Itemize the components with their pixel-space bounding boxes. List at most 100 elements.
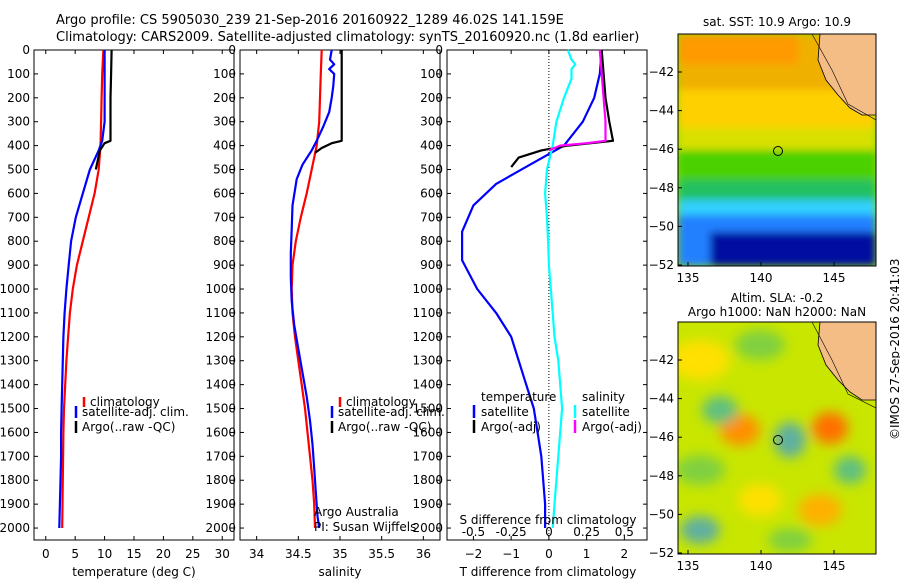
depth-tick-label: 1700 <box>205 449 236 463</box>
legend-label-climatology: climatology <box>346 395 416 409</box>
depth-tick-label: 300 <box>213 115 236 129</box>
depth-tick-label: 900 <box>7 258 30 272</box>
depth-tick-label: 600 <box>420 186 443 200</box>
sla-map-panel: Altim. SLA: -0.2 Argo h1000: NaN h2000: … <box>649 291 877 573</box>
depth-tick-label: 400 <box>420 139 443 153</box>
x-tick-label: −2 <box>465 547 483 561</box>
x-tick-label: 0 <box>42 547 50 561</box>
depth-tick-label: 100 <box>7 67 30 81</box>
depth-tick-label: 1900 <box>0 497 30 511</box>
legend-title-temperature: temperature <box>481 390 556 404</box>
lat-tick-label: −52 <box>649 258 674 272</box>
profile-line-satellite-adj-clim- <box>289 49 336 529</box>
depth-tick-label: 1100 <box>0 306 30 320</box>
depth-tick-label: 1300 <box>412 354 443 368</box>
profile-line-satellite <box>461 49 603 528</box>
sla-map-lat-ticks: −42 −44 −46 −48 −50 −52 <box>649 353 682 560</box>
sst-map-title: sat. SST: 10.9 Argo: 10.9 <box>703 15 851 29</box>
lat-tick-label: −48 <box>649 181 674 195</box>
depth-tick-label: 0 <box>22 43 30 57</box>
lat-tick-label: −48 <box>649 469 674 483</box>
salinity-panel: 0100200300400500600700800900100011001200… <box>205 43 444 579</box>
x-tick-label: 10 <box>97 547 112 561</box>
depth-tick-label: 1400 <box>412 378 443 392</box>
profile-line-climatology <box>61 49 105 529</box>
depth-tick-label: 700 <box>420 210 443 224</box>
depth-tick-label: 1900 <box>205 497 236 511</box>
depth-tick-label: 600 <box>213 186 236 200</box>
x-tick-label: 5 <box>71 547 79 561</box>
x-tick-label: 35.5 <box>368 547 395 561</box>
sst-map-frame <box>677 33 877 267</box>
legend-label-satellite: satellite-adj. clim. <box>338 405 445 419</box>
x-tick-label: 36 <box>416 547 431 561</box>
depth-tick-label: 700 <box>7 210 30 224</box>
difference-x-ticks: −2 −1 0 1 2 <box>465 50 628 561</box>
lon-tick-label: 145 <box>823 559 846 573</box>
temperature-axes-box <box>33 49 235 541</box>
temperature-x-label: temperature (deg C) <box>72 565 195 579</box>
depth-tick-label: 1500 <box>0 402 30 416</box>
argo-float-marker <box>773 435 783 445</box>
depth-tick-label: 1300 <box>0 354 30 368</box>
lon-tick-label: 135 <box>677 271 700 285</box>
x-tick-label: 20 <box>156 547 171 561</box>
sla-map-title-line1: Altim. SLA: -0.2 <box>731 291 824 305</box>
depth-tick-label: 2000 <box>412 521 443 535</box>
profile-line-satellite-adj-clim- <box>58 50 106 529</box>
depth-tick-label: 1400 <box>0 378 30 392</box>
depth-tick-label: 1500 <box>205 402 236 416</box>
profile-line-argo-raw-qc- <box>314 50 343 154</box>
x-tick-label: 30 <box>215 547 230 561</box>
depth-tick-label: 300 <box>7 115 30 129</box>
depth-tick-label: 400 <box>213 139 236 153</box>
depth-tick-label: 1400 <box>205 378 236 392</box>
depth-tick-label: 500 <box>213 163 236 177</box>
difference-profiles <box>461 49 615 529</box>
t-difference-label: T difference from climatology <box>459 565 637 579</box>
depth-tick-label: 1200 <box>205 330 236 344</box>
difference-s-ticks: -0.5 -0.25 0 0.25 0.5 <box>462 525 634 539</box>
depth-tick-label: 1000 <box>0 282 30 296</box>
difference-panel: 0100200300400500600700800900100011001200… <box>412 43 648 579</box>
lat-tick-label: −42 <box>649 353 674 367</box>
legend-label-s-satellite: satellite <box>582 405 630 419</box>
sst-map-panel: sat. SST: 10.9 Argo: 10.9 −42 −44 −46 −48 −5… <box>649 15 877 285</box>
lat-tick-label: −52 <box>649 546 674 560</box>
lon-tick-label: 135 <box>677 559 700 573</box>
depth-tick-label: 900 <box>213 258 236 272</box>
x-tick-label: −1 <box>502 547 520 561</box>
legend-label-argo: Argo(..raw -QC) <box>338 420 431 434</box>
difference-axes-box <box>446 49 648 541</box>
x-tick-label: 0 <box>545 547 553 561</box>
depth-tick-label: 800 <box>420 234 443 248</box>
lat-tick-label: −44 <box>649 392 674 406</box>
depth-tick-label: 1600 <box>412 425 443 439</box>
depth-tick-label: 1700 <box>412 449 443 463</box>
legend-label-satellite: satellite-adj. clim. <box>82 405 189 419</box>
depth-tick-label: 200 <box>7 91 30 105</box>
s-tick-label: -0.5 <box>462 525 485 539</box>
difference-legend: temperature satellite Argo(-adj) salinit… <box>472 390 642 434</box>
temperature-depth-ticks: 0100200300400500600700800900100011001200… <box>0 43 234 535</box>
depth-tick-label: 0 <box>435 43 443 57</box>
legend-label-argo: Argo(..raw -QC) <box>82 420 175 434</box>
s-tick-label: 0.5 <box>615 525 634 539</box>
lat-tick-label: −50 <box>649 507 674 521</box>
s-difference-label: S difference from climatology <box>460 513 637 527</box>
depth-tick-label: 1300 <box>205 354 236 368</box>
depth-tick-label: 1600 <box>205 425 236 439</box>
depth-tick-label: 1200 <box>412 330 443 344</box>
depth-tick-label: 300 <box>420 115 443 129</box>
temperature-profiles <box>58 49 113 529</box>
sla-map-image <box>678 322 876 554</box>
copyright-stamp: ©IMOS 27-Sep-2016 20:41:03 <box>888 258 900 440</box>
x-tick-label: 35 <box>332 547 347 561</box>
lat-tick-label: −44 <box>649 104 674 118</box>
s-tick-label: 0 <box>545 525 553 539</box>
s-tick-label: 0.25 <box>573 525 600 539</box>
depth-tick-label: 200 <box>420 91 443 105</box>
depth-tick-label: 700 <box>213 210 236 224</box>
legend-label-s-argo: Argo(-adj) <box>582 420 642 434</box>
depth-tick-label: 1200 <box>0 330 30 344</box>
